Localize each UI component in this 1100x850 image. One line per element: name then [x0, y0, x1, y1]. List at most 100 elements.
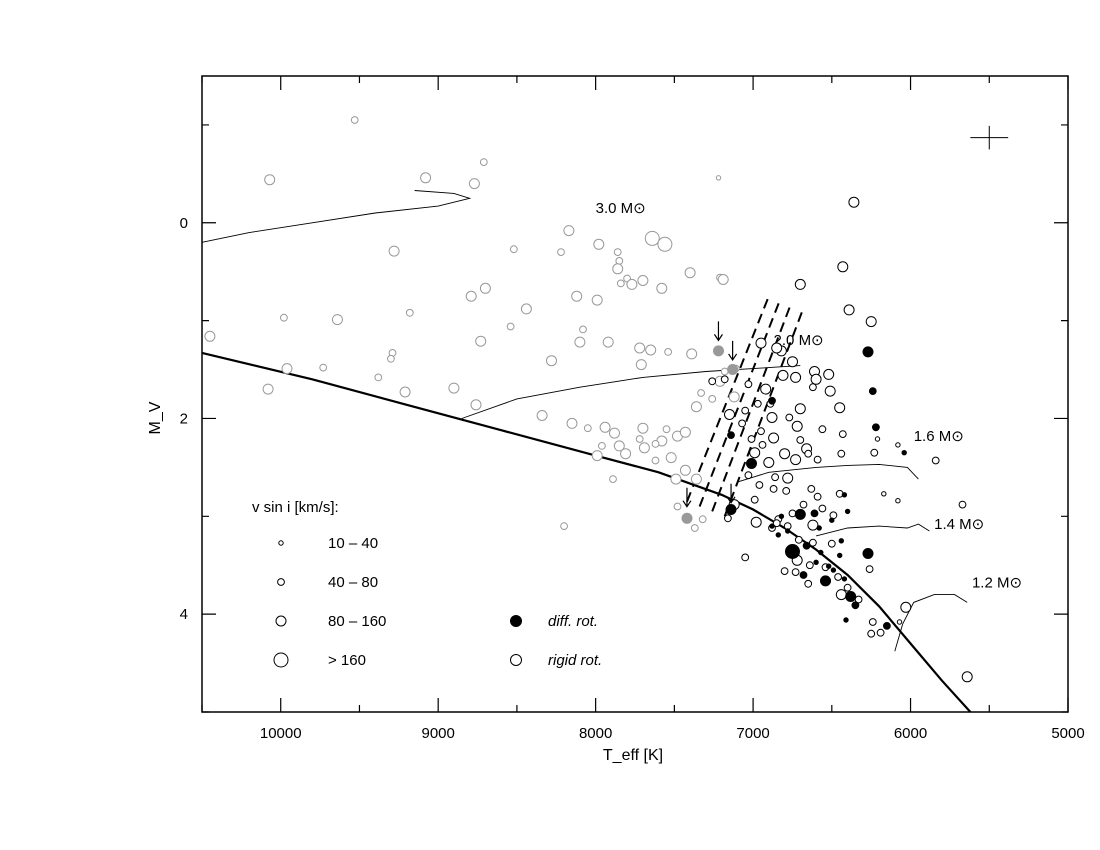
black-open-point-50 — [813, 492, 822, 501]
gray-open-point-41 — [387, 354, 395, 363]
gray-open-point-46 — [686, 348, 698, 360]
gray-open-point-72 — [613, 440, 625, 452]
gray-open-point-82 — [560, 522, 568, 530]
black-open-point-62 — [724, 514, 732, 523]
gray-open-point-25 — [465, 290, 477, 302]
gray-open-point-2 — [715, 175, 722, 181]
black-open-point-46 — [769, 485, 778, 493]
black-open-point-6 — [787, 356, 798, 368]
gray-open-point-12 — [593, 238, 605, 250]
legend-size-symbol-0 — [278, 540, 284, 546]
black-filled-point-32 — [775, 532, 781, 538]
black-filled-point-27 — [851, 601, 860, 610]
black-open-point-93 — [837, 449, 846, 458]
gray-open-point-3 — [264, 174, 276, 186]
black-open-point-47 — [782, 487, 791, 495]
black-open-point-2 — [794, 278, 806, 290]
gray-filled-point-1 — [727, 364, 739, 375]
black-open-point-4 — [865, 316, 877, 328]
gray-open-point-26 — [331, 314, 343, 326]
x-tick-label-3: 7000 — [736, 725, 769, 742]
gray-open-point-57 — [448, 382, 460, 394]
legend-size-label-2: 80 – 160 — [328, 613, 386, 630]
gray-open-point-64 — [637, 422, 649, 434]
black-open-point-26 — [738, 419, 746, 428]
gray-open-point-0 — [350, 116, 359, 124]
arrow-0 — [713, 321, 723, 342]
gray-open-point-54 — [374, 373, 383, 382]
black-open-point-19 — [708, 377, 717, 386]
legend-size-symbol-2 — [275, 615, 287, 627]
black-open-point-10 — [790, 371, 802, 383]
gray-open-point-19 — [637, 275, 649, 286]
gray-open-point-44 — [546, 355, 557, 367]
black-filled-point-9 — [841, 492, 848, 498]
track-label-2: 1.6 M⊙ — [914, 428, 964, 445]
x-tick-label-4: 6000 — [894, 725, 927, 742]
plot-frame — [201, 75, 1069, 713]
axis-ticks: 10000 9000 8000 7000 6000 5000 0 2 4 — [180, 76, 1085, 742]
gray-open-point-22 — [626, 278, 638, 290]
gray-open-point-39 — [664, 348, 672, 356]
black-filled-point-31 — [769, 523, 775, 529]
gray-open-point-29 — [591, 294, 603, 306]
track-label-4: 1.2 M⊙ — [972, 575, 1022, 592]
x-tick-label-1: 9000 — [421, 725, 454, 742]
gray-open-point-68 — [679, 426, 691, 438]
legend-size-label-0: 10 – 40 — [328, 535, 378, 552]
y-tick-label-1: 2 — [180, 410, 188, 427]
black-open-point-35 — [796, 436, 805, 444]
gray-open-point-10 — [509, 245, 518, 254]
black-filled-point-13 — [785, 528, 791, 534]
black-open-point-84 — [900, 601, 912, 613]
gray-open-point-1 — [479, 158, 488, 167]
black-filled-point-26 — [845, 591, 857, 602]
black-open-point-71 — [780, 567, 789, 575]
black-open-point-40 — [804, 449, 813, 458]
y-tick-label-2: 4 — [180, 606, 188, 623]
black-open-point-80 — [867, 629, 876, 638]
gray-open-point-14 — [615, 257, 624, 265]
gray-open-point-33 — [579, 325, 587, 334]
y-axis-label: M_V — [147, 401, 164, 434]
black-open-point-85 — [961, 671, 973, 683]
gray-open-point-66 — [662, 425, 671, 434]
track-line-1 — [461, 365, 801, 419]
gray-open-point-65 — [635, 435, 644, 443]
gray-open-point-9 — [388, 245, 400, 257]
black-open-point-92 — [834, 402, 846, 414]
gray-open-point-53 — [690, 401, 702, 413]
black-filled-point-17 — [837, 552, 843, 559]
black-filled-point-23 — [813, 559, 819, 565]
legend-type-label-0: diff. rot. — [548, 613, 598, 630]
gray-open-point-73 — [598, 442, 606, 450]
black-filled-point-10 — [844, 508, 851, 515]
black-open-point-49 — [807, 485, 816, 493]
black-open-point-27 — [757, 427, 765, 436]
arrow-2 — [682, 487, 692, 508]
gray-open-point-55 — [399, 386, 411, 398]
black-filled-point-5 — [746, 458, 757, 469]
black-open-point-22 — [785, 413, 794, 422]
black-filled-point-33 — [826, 563, 832, 569]
black-open-point-48 — [750, 495, 759, 504]
gray-open-point-28 — [571, 290, 583, 302]
black-open-point-28 — [768, 432, 780, 444]
black-open-point-45 — [755, 481, 764, 489]
gray-open-point-35 — [574, 336, 586, 348]
track-line-3 — [815, 523, 930, 537]
black-filled-point-16 — [838, 538, 844, 544]
instability-strip — [686, 295, 805, 517]
gray-open-point-59 — [536, 410, 548, 421]
plot-border — [201, 75, 1069, 713]
gray-open-point-81 — [609, 475, 617, 484]
black-open-point-17 — [744, 380, 753, 389]
gray-open-point-61 — [583, 424, 592, 433]
strip-line-0 — [686, 295, 770, 502]
arrow-1 — [728, 340, 738, 362]
track-label-0: 3.0 M⊙ — [596, 200, 646, 217]
gray-open-point-74 — [591, 450, 603, 462]
black-open-point-37 — [779, 448, 791, 460]
data-points — [204, 116, 973, 683]
